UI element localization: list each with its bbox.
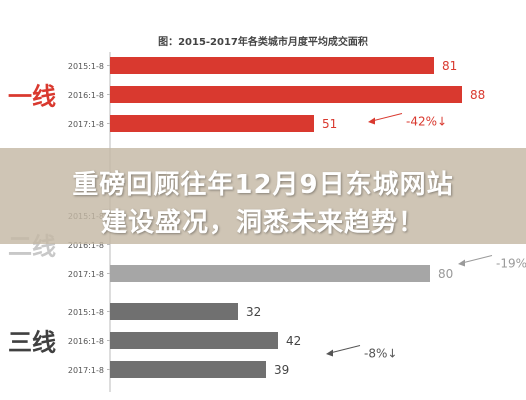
category-tick-label: 2017:1-8 xyxy=(68,120,104,129)
category-tick-label: 2015:1-8 xyxy=(68,308,104,317)
data-label: 32 xyxy=(246,305,261,319)
article-title-line-1: 重磅回顾往年12月9日东城网站 xyxy=(72,170,454,200)
bar xyxy=(110,57,434,74)
category-tick-label: 2016:1-8 xyxy=(68,91,104,100)
article-title-line-2: 建设盛况，洞悉未来趋势！ xyxy=(100,208,425,238)
change-label: -42%↓ xyxy=(406,115,447,129)
change-arrow-line xyxy=(369,113,403,122)
article-title-banner: 重磅回顾往年12月9日东城网站 建设盛况，洞悉未来趋势！ xyxy=(0,148,526,244)
change-arrow-head xyxy=(326,349,333,357)
data-label: 81 xyxy=(442,59,457,73)
group-label: 三线 xyxy=(8,329,56,357)
category-tick-label: 2016:1-8 xyxy=(68,337,104,346)
bar xyxy=(110,361,266,378)
change-arrow-head xyxy=(458,259,465,267)
bar xyxy=(110,332,278,349)
data-label: 51 xyxy=(322,117,337,131)
data-label: 88 xyxy=(470,88,485,102)
group-label: 一线 xyxy=(8,83,56,111)
change-label: -8%↓ xyxy=(364,347,397,361)
change-arrow-line xyxy=(327,345,361,354)
category-tick-label: 2016:1-8 xyxy=(68,241,104,250)
bar xyxy=(110,265,430,282)
change-arrow-line xyxy=(459,255,493,264)
change-label: -19%↓ xyxy=(496,257,526,271)
category-tick-label: 2017:1-8 xyxy=(68,270,104,279)
bar xyxy=(110,303,238,320)
bar xyxy=(110,115,314,132)
bar xyxy=(110,86,462,103)
category-tick-label: 2015:1-8 xyxy=(68,62,104,71)
data-label: 80 xyxy=(438,267,453,281)
change-arrow-head xyxy=(368,117,375,125)
data-label: 42 xyxy=(286,334,301,348)
data-label: 39 xyxy=(274,363,289,377)
chart-title: 图：2015-2017年各类城市月度平均成交面积 xyxy=(158,35,368,48)
category-tick-label: 2017:1-8 xyxy=(68,366,104,375)
